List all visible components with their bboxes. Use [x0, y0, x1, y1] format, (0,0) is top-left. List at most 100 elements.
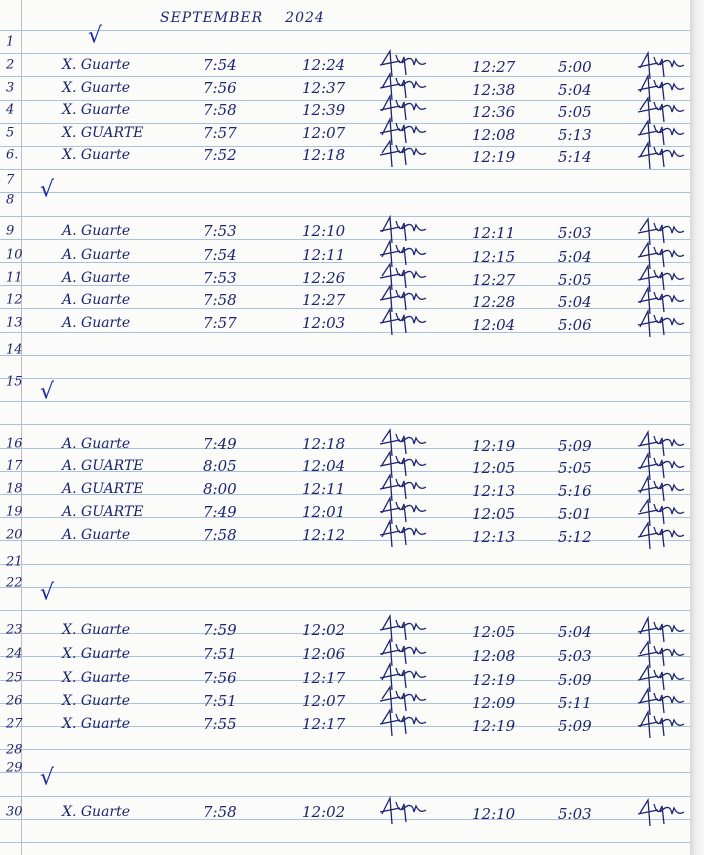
time-out: 5:01	[558, 505, 592, 523]
signature	[637, 96, 685, 125]
day-number: 2	[6, 57, 15, 73]
signature	[637, 498, 685, 527]
ruled-line	[0, 123, 690, 124]
signature	[637, 240, 685, 270]
day-number: 18	[6, 481, 23, 497]
time-out: 5:06	[558, 316, 592, 334]
lunch-out-time: 12:10	[302, 222, 346, 240]
rest-day-check-icon: √	[40, 580, 55, 606]
log-title: SEPTEMBER 2024	[160, 10, 347, 26]
signature	[379, 613, 427, 643]
signature	[379, 262, 427, 291]
time-in: 7:56	[203, 79, 237, 97]
lunch-in-time: 12:08	[472, 647, 516, 665]
signature	[637, 709, 685, 739]
ruled-line	[0, 192, 690, 193]
time-out: 5:09	[558, 717, 592, 735]
lunch-in-time: 12:19	[472, 717, 516, 735]
lunch-in-time: 12:38	[472, 81, 516, 99]
day-number: 7	[6, 172, 15, 188]
day-number: 10	[6, 247, 23, 263]
day-number: 4	[6, 102, 15, 118]
lunch-out-time: 12:17	[302, 715, 346, 733]
signature	[637, 263, 685, 293]
day-number: 24	[6, 646, 23, 662]
signature	[379, 795, 427, 825]
ruled-line	[0, 76, 690, 77]
lunch-out-time: 12:07	[302, 124, 346, 142]
lunch-out-time: 12:18	[302, 435, 346, 453]
time-in: 7:49	[203, 435, 237, 453]
signature	[637, 520, 685, 550]
day-number: 19	[6, 504, 23, 520]
signature	[637, 640, 685, 669]
signature	[379, 518, 427, 548]
day-number: 27	[6, 716, 23, 732]
ruled-line	[0, 540, 690, 541]
time-in: 7:57	[203, 314, 237, 332]
ruled-line	[0, 633, 690, 634]
ruled-line	[0, 842, 690, 843]
lunch-out-time: 12:26	[302, 269, 346, 287]
signature	[637, 429, 685, 459]
ruled-line	[0, 448, 690, 449]
day-number: 13	[6, 315, 23, 331]
time-in: 7:54	[203, 56, 237, 74]
employee-name: A. GUARTE	[62, 458, 144, 474]
ruled-line	[0, 726, 690, 727]
signature	[637, 308, 685, 338]
time-out: 5:13	[558, 126, 592, 144]
time-in: 7:54	[203, 246, 237, 264]
lunch-out-time: 12:37	[302, 79, 346, 97]
day-number: 21	[6, 554, 23, 570]
day-number: 22	[6, 575, 23, 591]
rest-day-check-icon: √	[88, 23, 103, 49]
day-number: 6.	[6, 147, 19, 163]
signature	[637, 451, 685, 481]
signature	[379, 283, 427, 313]
time-out: 5:12	[558, 528, 592, 546]
lunch-in-time: 12:08	[472, 126, 516, 144]
signature	[637, 686, 685, 716]
signature	[637, 474, 685, 504]
lunch-in-time: 12:05	[472, 459, 516, 477]
lunch-in-time: 12:15	[472, 248, 516, 266]
ruled-line	[0, 355, 690, 356]
employee-name: A. GUARTE	[62, 504, 144, 520]
ruled-line	[0, 169, 690, 170]
time-in: 7:57	[203, 124, 237, 142]
time-out: 5:16	[558, 482, 592, 500]
title-year: 2024	[285, 10, 325, 26]
day-number: 29	[6, 760, 23, 776]
lunch-in-time: 12:27	[472, 58, 516, 76]
signature	[637, 73, 685, 103]
time-out: 5:09	[558, 671, 592, 689]
time-out: 5:09	[558, 437, 592, 455]
signature	[379, 472, 427, 502]
lunch-in-time: 12:27	[472, 271, 516, 289]
day-number: 12	[6, 292, 23, 308]
lunch-in-time: 12:05	[472, 623, 516, 641]
signature	[379, 685, 427, 714]
ruled-line	[0, 262, 690, 263]
day-number: 20	[6, 527, 23, 543]
signature	[379, 139, 427, 168]
time-in: 7:56	[203, 669, 237, 687]
time-in: 7:59	[203, 621, 237, 639]
employee-name: X. Guarte	[62, 102, 131, 118]
day-number: 26	[6, 693, 23, 709]
employee-name: A. Guarte	[62, 247, 131, 263]
lunch-in-time: 12:28	[472, 293, 516, 311]
time-out: 5:04	[558, 623, 592, 641]
ruled-line	[0, 471, 690, 472]
day-number: 9	[6, 223, 15, 239]
ruled-line	[0, 680, 690, 681]
day-number: 30	[6, 804, 23, 820]
lunch-out-time: 12:24	[302, 56, 346, 74]
employee-name: X. Guarte	[62, 670, 131, 686]
time-out: 5:04	[558, 248, 592, 266]
time-out: 5:14	[558, 148, 592, 166]
ruled-line	[0, 216, 690, 217]
lunch-out-time: 12:27	[302, 291, 346, 309]
time-out: 5:04	[558, 81, 592, 99]
